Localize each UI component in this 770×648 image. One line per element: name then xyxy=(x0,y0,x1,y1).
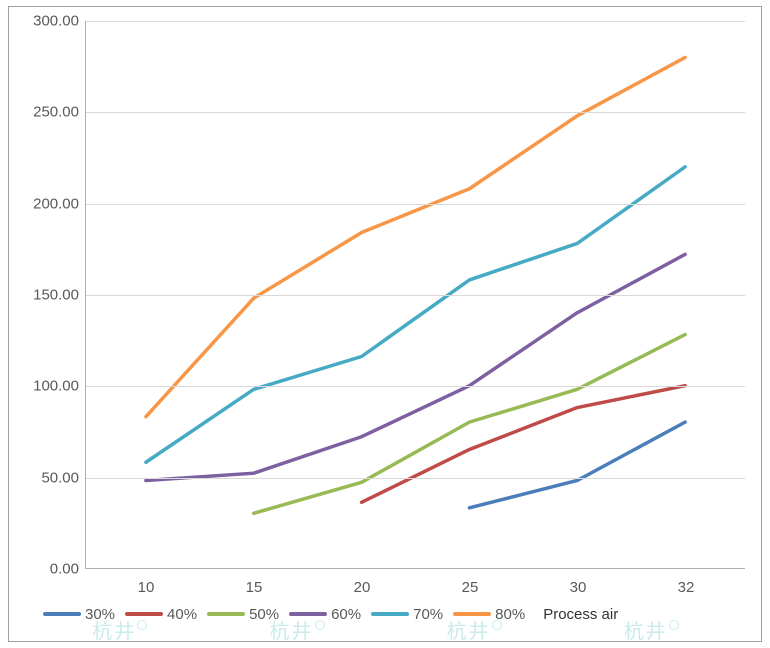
x-axis-label: 30 xyxy=(570,579,587,596)
legend-item-70%: 70% xyxy=(371,606,443,623)
series-30% xyxy=(469,422,685,508)
x-axis-label: 32 xyxy=(678,579,695,596)
legend-label: 60% xyxy=(331,606,361,623)
gridline xyxy=(86,204,745,205)
gridline xyxy=(86,386,745,387)
x-axis-label: 15 xyxy=(246,579,263,596)
legend-item-50%: 50% xyxy=(207,606,279,623)
y-axis-label: 200.00 xyxy=(21,195,79,212)
gridline xyxy=(86,295,745,296)
gridline xyxy=(86,112,745,113)
watermark: 杭井 xyxy=(92,615,147,644)
legend-swatch xyxy=(207,612,245,616)
watermark: 杭井 xyxy=(447,615,502,644)
legend-swatch xyxy=(371,612,409,616)
chart-container: 101520253032 30%40%50%60%70%80%Process a… xyxy=(8,6,762,642)
x-axis-label: 20 xyxy=(354,579,371,596)
watermark: 杭井 xyxy=(270,615,325,644)
legend-extra-label: Process air xyxy=(543,606,618,623)
plot-area: 101520253032 xyxy=(85,21,745,569)
legend-label: 40% xyxy=(167,606,197,623)
series-60% xyxy=(146,254,685,480)
x-axis-label: 10 xyxy=(138,579,155,596)
y-axis-label: 0.00 xyxy=(21,561,79,578)
series-50% xyxy=(254,335,685,514)
y-axis-label: 150.00 xyxy=(21,287,79,304)
y-axis-label: 50.00 xyxy=(21,469,79,486)
series-40% xyxy=(362,386,686,503)
legend-label: 70% xyxy=(413,606,443,623)
legend-swatch xyxy=(43,612,81,616)
y-axis-label: 100.00 xyxy=(21,378,79,395)
y-axis-label: 300.00 xyxy=(21,13,79,30)
watermark: 杭井 xyxy=(624,615,679,644)
y-axis-label: 250.00 xyxy=(21,104,79,121)
gridline xyxy=(86,21,745,22)
x-axis-label: 25 xyxy=(462,579,479,596)
gridline xyxy=(86,478,745,479)
